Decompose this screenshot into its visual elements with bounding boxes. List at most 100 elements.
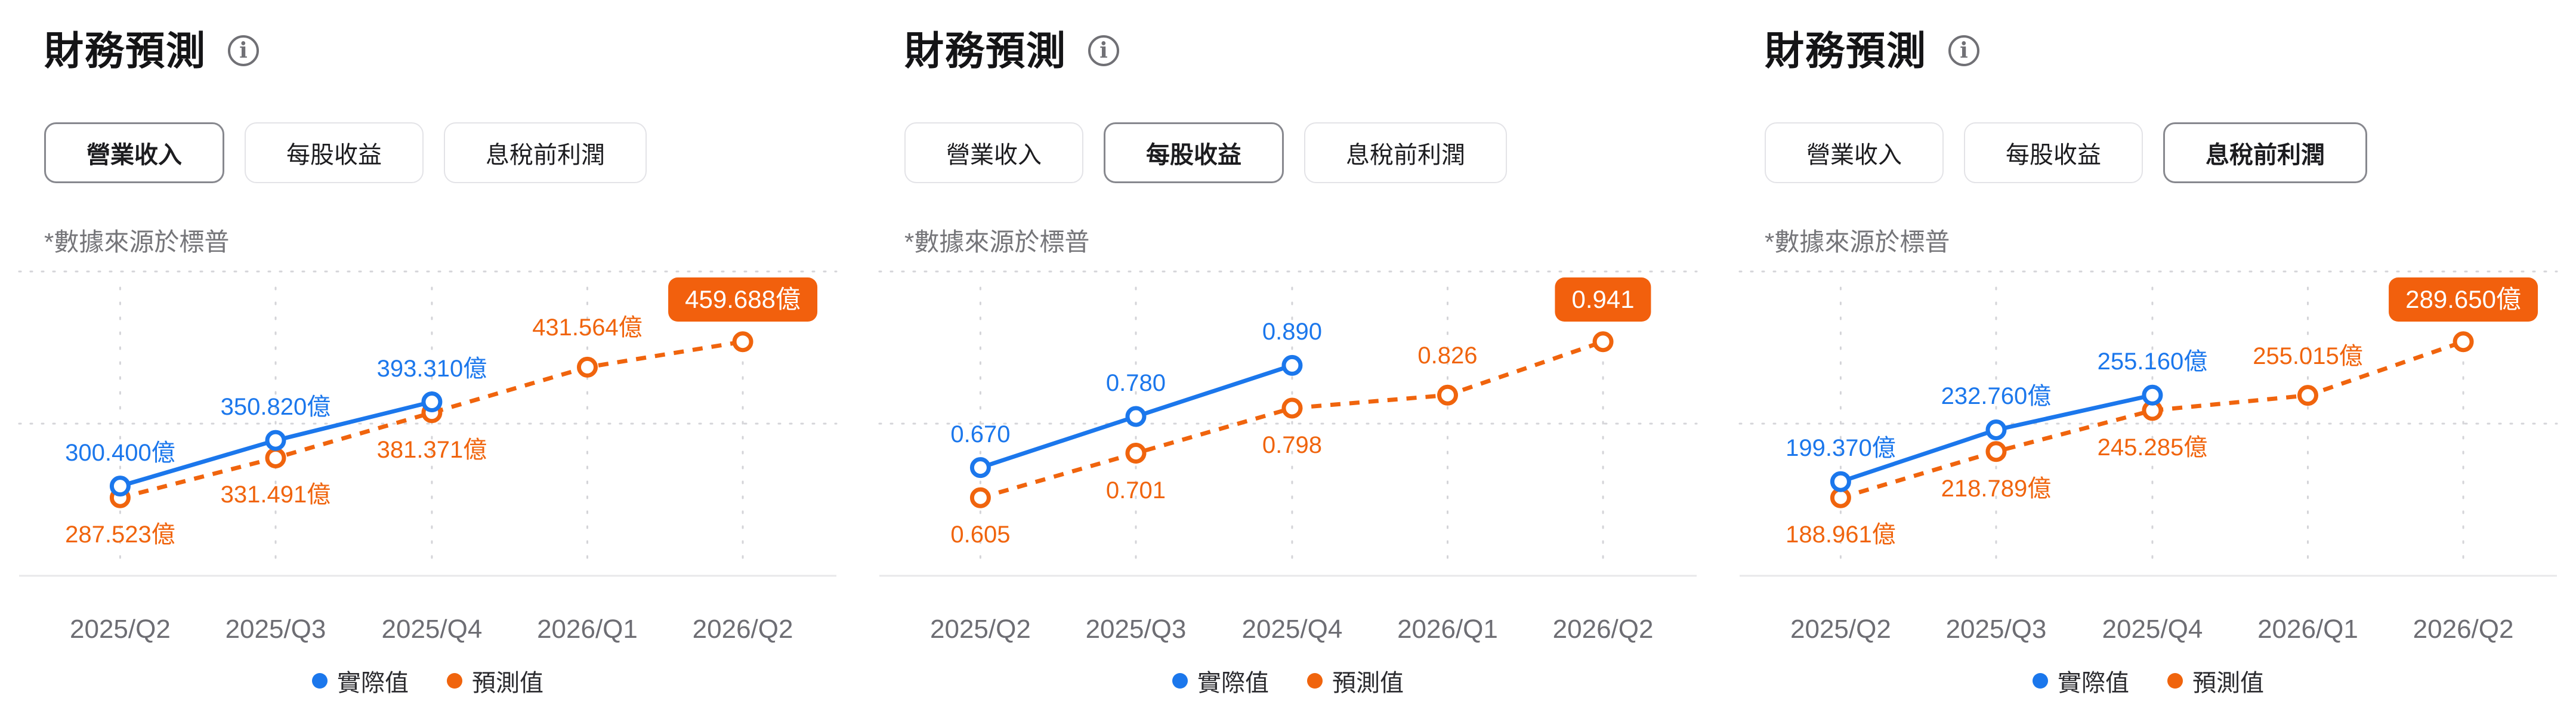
legend-item-forecast: 預測值 — [1307, 663, 1404, 698]
forecast-chart: 199.370億 232.760億 255.160億 188.961億 218.789億… — [1735, 263, 2562, 600]
forecast-value-label: 218.789億 — [1941, 475, 2052, 502]
chart-legend: 實際值 預測值 — [1735, 663, 2562, 698]
panel-header: 財務預測 i — [1765, 31, 1979, 70]
actual-point[interactable] — [1985, 419, 2007, 440]
actual-point[interactable] — [1125, 406, 1147, 427]
x-axis: 2025/Q2 2025/Q3 2025/Q4 2026/Q1 2026/Q2 — [1735, 615, 2562, 650]
legend-label: 實際值 — [2058, 670, 2129, 696]
chart-canvas — [1738, 270, 2558, 577]
forecast-panel-eps: 財務預測 i 營業收入 每股收益 息稅前利潤 *數據來源於標普 0.670 0.7… — [875, 0, 1701, 716]
tab-ebit[interactable]: 息稅前利潤 — [444, 122, 647, 183]
actual-point[interactable] — [421, 391, 443, 413]
forecast-line — [980, 340, 1604, 500]
info-icon[interactable]: i — [1948, 35, 1979, 66]
actual-point[interactable] — [1830, 471, 1851, 492]
legend-item-actual: 實際值 — [1172, 663, 1269, 698]
actual-point[interactable] — [969, 457, 991, 479]
actual-value-label: 255.160億 — [2097, 348, 2208, 375]
forecast-chart: 0.670 0.780 0.890 0.605 0.701 0.798 0.826 0.941 — [875, 263, 1701, 600]
tab-revenue[interactable]: 營業收入 — [44, 122, 224, 183]
forecast-point[interactable] — [2297, 385, 2318, 406]
forecast-point[interactable] — [1437, 384, 1458, 406]
forecast-dot-icon — [1307, 673, 1323, 689]
actual-point[interactable] — [2142, 384, 2163, 406]
data-source-note: *數據來源於標普 — [904, 228, 1090, 256]
tab-eps[interactable]: 每股收益 — [1104, 122, 1284, 183]
x-tick-label: 2026/Q2 — [1552, 615, 1654, 644]
info-icon[interactable]: i — [1088, 35, 1119, 66]
forecast-value-label: 0.798 — [1262, 432, 1322, 458]
metric-tab-bar: 營業收入 每股收益 息稅前利潤 — [44, 122, 647, 183]
forecast-chart: 300.400億 350.820億 393.310億 287.523億 331.491億… — [14, 263, 841, 600]
forecast-point[interactable] — [2453, 331, 2474, 353]
x-tick-label: 2025/Q2 — [70, 615, 171, 644]
chart-value-labels: 199.370億 232.760億 255.160億 188.961億 218.789億… — [1735, 263, 2562, 600]
chart-legend: 實際值 預測值 — [875, 663, 1701, 698]
actual-value-label: 199.370億 — [1786, 435, 1896, 462]
info-icon[interactable]: i — [228, 35, 259, 66]
forecast-panel-revenue: 財務預測 i 營業收入 每股收益 息稅前利潤 *數據來源於標普 300.400億… — [14, 0, 841, 716]
actual-point[interactable] — [1281, 354, 1303, 376]
forecast-value-label: 381.371億 — [376, 436, 487, 463]
tab-ebit[interactable]: 息稅前利潤 — [1304, 122, 1507, 183]
forecast-line — [1840, 340, 2464, 500]
forecast-value-label: 245.285億 — [2097, 434, 2208, 461]
x-tick-label: 2025/Q2 — [1790, 615, 1891, 644]
legend-label: 實際值 — [337, 670, 409, 696]
actual-point[interactable] — [265, 430, 286, 451]
forecast-point[interactable] — [732, 331, 753, 353]
actual-dot-icon — [312, 673, 328, 689]
x-tick-label: 2025/Q2 — [930, 615, 1031, 644]
tab-revenue[interactable]: 營業收入 — [1765, 122, 1944, 183]
forecast-value-label: 0.701 — [1105, 477, 1166, 504]
tab-eps[interactable]: 每股收益 — [1964, 122, 2143, 183]
actual-dot-icon — [1172, 673, 1188, 689]
forecast-point[interactable] — [1281, 397, 1303, 419]
forecast-point[interactable] — [1592, 331, 1614, 353]
x-tick-label: 2026/Q1 — [1397, 615, 1498, 644]
chart-value-labels: 300.400億 350.820億 393.310億 287.523億 331.491億… — [14, 263, 841, 600]
panel-header: 財務預測 i — [44, 31, 259, 70]
x-tick-label: 2026/Q1 — [537, 615, 638, 644]
legend-label: 預測值 — [472, 670, 543, 696]
metric-tab-bar: 營業收入 每股收益 息稅前利潤 — [904, 122, 1507, 183]
forecast-value-label: 331.491億 — [220, 482, 331, 508]
chart-legend: 實際值 預測值 — [14, 663, 841, 698]
page-title: 財務預測 — [1765, 29, 1927, 73]
chart-value-labels: 0.670 0.780 0.890 0.605 0.701 0.798 0.826 0.941 — [875, 263, 1701, 600]
x-tick-label: 2025/Q4 — [1241, 615, 1343, 644]
forecast-point[interactable] — [576, 356, 598, 378]
forecast-value-label: 188.961億 — [1786, 521, 1896, 548]
legend-item-actual: 實際值 — [312, 663, 409, 698]
legend-label: 預測值 — [2192, 670, 2264, 696]
metric-tab-bar: 營業收入 每股收益 息稅前利潤 — [1765, 122, 2367, 183]
forecast-badge: 289.650億 — [2389, 277, 2538, 322]
forecast-point[interactable] — [1125, 443, 1147, 464]
actual-value-label: 0.670 — [950, 421, 1011, 448]
forecast-badge: 0.941 — [1555, 277, 1651, 322]
legend-label: 預測值 — [1332, 670, 1404, 696]
tab-ebit[interactable]: 息稅前利潤 — [2163, 122, 2367, 183]
forecast-dot-icon — [2167, 673, 2183, 689]
legend-item-actual: 實際值 — [2033, 663, 2129, 698]
actual-point[interactable] — [109, 476, 131, 497]
x-axis: 2025/Q2 2025/Q3 2025/Q4 2026/Q1 2026/Q2 — [14, 615, 841, 650]
forecast-value-label: 0.605 — [950, 521, 1011, 548]
actual-value-label: 0.780 — [1105, 370, 1166, 396]
forecast-point[interactable] — [1985, 441, 2007, 462]
forecast-badge: 459.688億 — [668, 277, 817, 322]
actual-value-label: 300.400億 — [65, 439, 175, 466]
legend-item-forecast: 預測值 — [2167, 663, 2264, 698]
actual-value-label: 350.820億 — [220, 394, 331, 421]
forecast-value-label: 431.564億 — [532, 314, 643, 341]
x-tick-label: 2025/Q3 — [1945, 615, 2047, 644]
forecast-point[interactable] — [969, 487, 991, 508]
tab-eps[interactable]: 每股收益 — [245, 122, 424, 183]
chart-canvas — [18, 270, 838, 577]
page-title: 財務預測 — [904, 29, 1067, 73]
tab-revenue[interactable]: 營業收入 — [904, 122, 1083, 183]
x-tick-label: 2026/Q2 — [2413, 615, 2514, 644]
x-tick-label: 2026/Q1 — [2257, 615, 2358, 644]
chart-canvas — [878, 270, 1698, 577]
